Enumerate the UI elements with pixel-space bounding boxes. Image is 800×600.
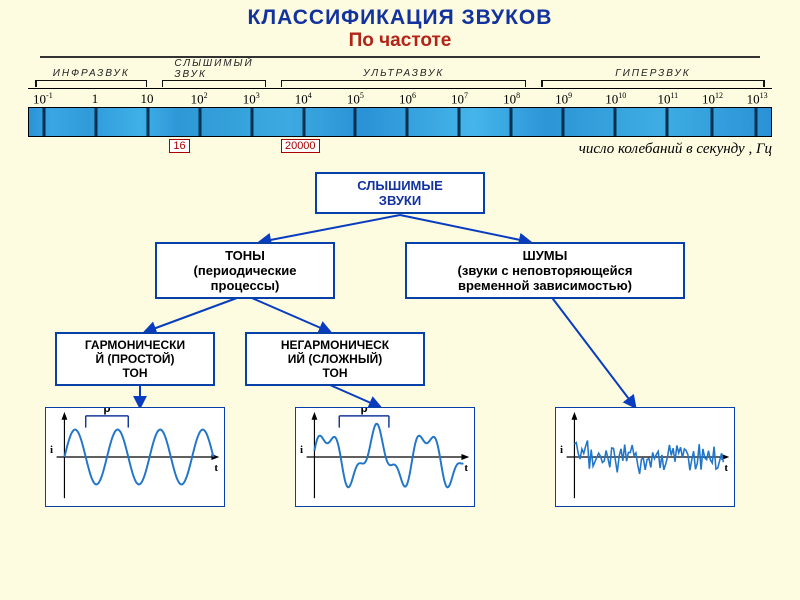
tick-label: 104 [295, 91, 312, 107]
axis-caption: число колебаний в секунду , Гц [579, 141, 772, 158]
frequency-spectrum: ИНФРАЗВУКСЛЫШИМЫЙЗВУКУЛЬТРАЗВУКГИПЕРЗВУК… [28, 66, 772, 167]
y-axis-label: i [50, 444, 53, 456]
range-label: ГИПЕРЗВУК [541, 68, 764, 79]
tick-label: 107 [451, 91, 468, 107]
svg-text:p: p [360, 408, 367, 415]
divider [40, 56, 760, 58]
main-title: КЛАССИФИКАЦИЯ ЗВУКОВ [0, 6, 800, 30]
chart3: i t [555, 407, 735, 507]
tick-label: 106 [399, 91, 416, 107]
box-noise: ШУМЫ(звуки с неповторяющейсявременной за… [405, 242, 685, 299]
subtitle: По частоте [0, 30, 800, 52]
tick-label: 109 [555, 91, 572, 107]
box-nonharm: НЕГАРМОНИЧЕСКИЙ (СЛОЖНЫЙ)ТОН [245, 332, 425, 386]
chart1: p i t [45, 407, 225, 507]
y-axis-label: i [560, 444, 563, 456]
tick-label: 1010 [605, 91, 626, 107]
chart2: p i t [295, 407, 475, 507]
x-axis-label: t [724, 462, 728, 474]
frequency-mark: 16 [169, 139, 189, 153]
tick-label: 1013 [747, 91, 768, 107]
tick-label: 103 [243, 91, 260, 107]
svg-text:p: p [103, 408, 110, 415]
x-axis-label: t [464, 462, 468, 474]
tick-label: 102 [191, 91, 208, 107]
tick-label: 105 [347, 91, 364, 107]
tick-label: 1011 [657, 91, 678, 107]
range-label: УЛЬТРАЗВУК [281, 68, 527, 79]
tick-label: 1 [92, 91, 99, 107]
tick-label: 108 [503, 91, 520, 107]
range-label: СЛЫШИМЫЙЗВУК [162, 58, 266, 80]
x-axis-label: t [214, 462, 218, 474]
tick-label: 1012 [702, 91, 723, 107]
box-tones: ТОНЫ(периодическиепроцессы) [155, 242, 335, 299]
frequency-mark: 20000 [281, 139, 320, 153]
box-root: СЛЫШИМЫЕЗВУКИ [315, 172, 485, 214]
box-harm: ГАРМОНИЧЕСКИЙ (ПРОСТОЙ)ТОН [55, 332, 215, 386]
y-axis-label: i [300, 444, 303, 456]
range-label: ИНФРАЗВУК [35, 68, 147, 79]
classification-tree: СЛЫШИМЫЕЗВУКИ ТОНЫ(периодическиепроцессы)… [10, 167, 790, 517]
tick-label: 10-1 [33, 91, 53, 107]
tick-label: 10 [141, 91, 154, 107]
